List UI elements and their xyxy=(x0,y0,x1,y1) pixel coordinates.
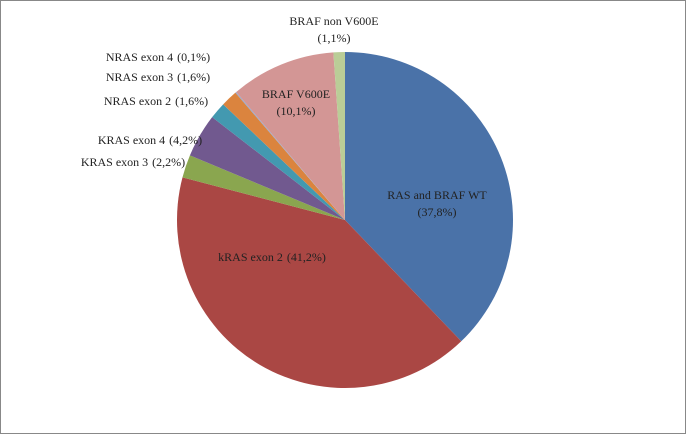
pie-slice xyxy=(235,91,345,220)
slice-label-name: NRAS exon 2 xyxy=(104,94,171,108)
pie-slice xyxy=(345,52,513,342)
slice-label-value: (37,8%) xyxy=(418,205,457,219)
slice-label-value: (2,2%) xyxy=(152,155,185,169)
slice-label-name: NRAS exon 3 xyxy=(106,70,173,84)
slice-label-value: (1,6%) xyxy=(177,70,210,84)
slice-label: KRAS exon 4 (4,2%) xyxy=(98,133,202,147)
pie-slice xyxy=(176,177,462,389)
pie-slice xyxy=(182,155,345,220)
slice-label-name: kRAS exon 2 xyxy=(218,250,283,264)
slice-label-name: BRAF V600E xyxy=(262,87,330,101)
slice-label-name: KRAS exon 3 xyxy=(81,155,148,169)
slice-label-value: (10,1%) xyxy=(277,104,316,118)
slice-label-name: NRAS exon 4 xyxy=(106,50,173,64)
pie-slice xyxy=(333,52,345,220)
slice-label: kRAS exon 2 (41,2%) xyxy=(218,250,326,264)
slice-label: NRAS exon 3 (1,6%) xyxy=(106,70,210,84)
slice-label: NRAS exon 2 (1,6%) xyxy=(104,94,208,108)
slice-label-value: (1,1%) xyxy=(318,31,351,45)
pie-slice xyxy=(212,104,345,220)
pie-slice xyxy=(223,92,345,220)
slice-label-name: RAS and BRAF WT xyxy=(387,188,487,202)
slice-label-value: (41,2%) xyxy=(287,250,326,264)
pie-slice xyxy=(189,117,345,220)
slice-label: RAS and BRAF WT (37,8%) xyxy=(387,188,487,219)
slice-label-value: (0,1%) xyxy=(177,50,210,64)
slice-label-value: (4,2%) xyxy=(169,133,202,147)
slice-label-value: (1,6%) xyxy=(175,94,208,108)
slice-label: KRAS exon 3 (2,2%) xyxy=(81,155,185,169)
slice-label: NRAS exon 4 (0,1%) xyxy=(106,50,210,64)
slice-label-name: BRAF non V600E xyxy=(289,14,378,28)
pie-slice xyxy=(236,52,345,220)
slice-label-name: KRAS exon 4 xyxy=(98,133,165,147)
slice-label: BRAF non V600E (1,1%) xyxy=(289,14,378,45)
slice-label: BRAF V600E (10,1%) xyxy=(262,87,330,118)
